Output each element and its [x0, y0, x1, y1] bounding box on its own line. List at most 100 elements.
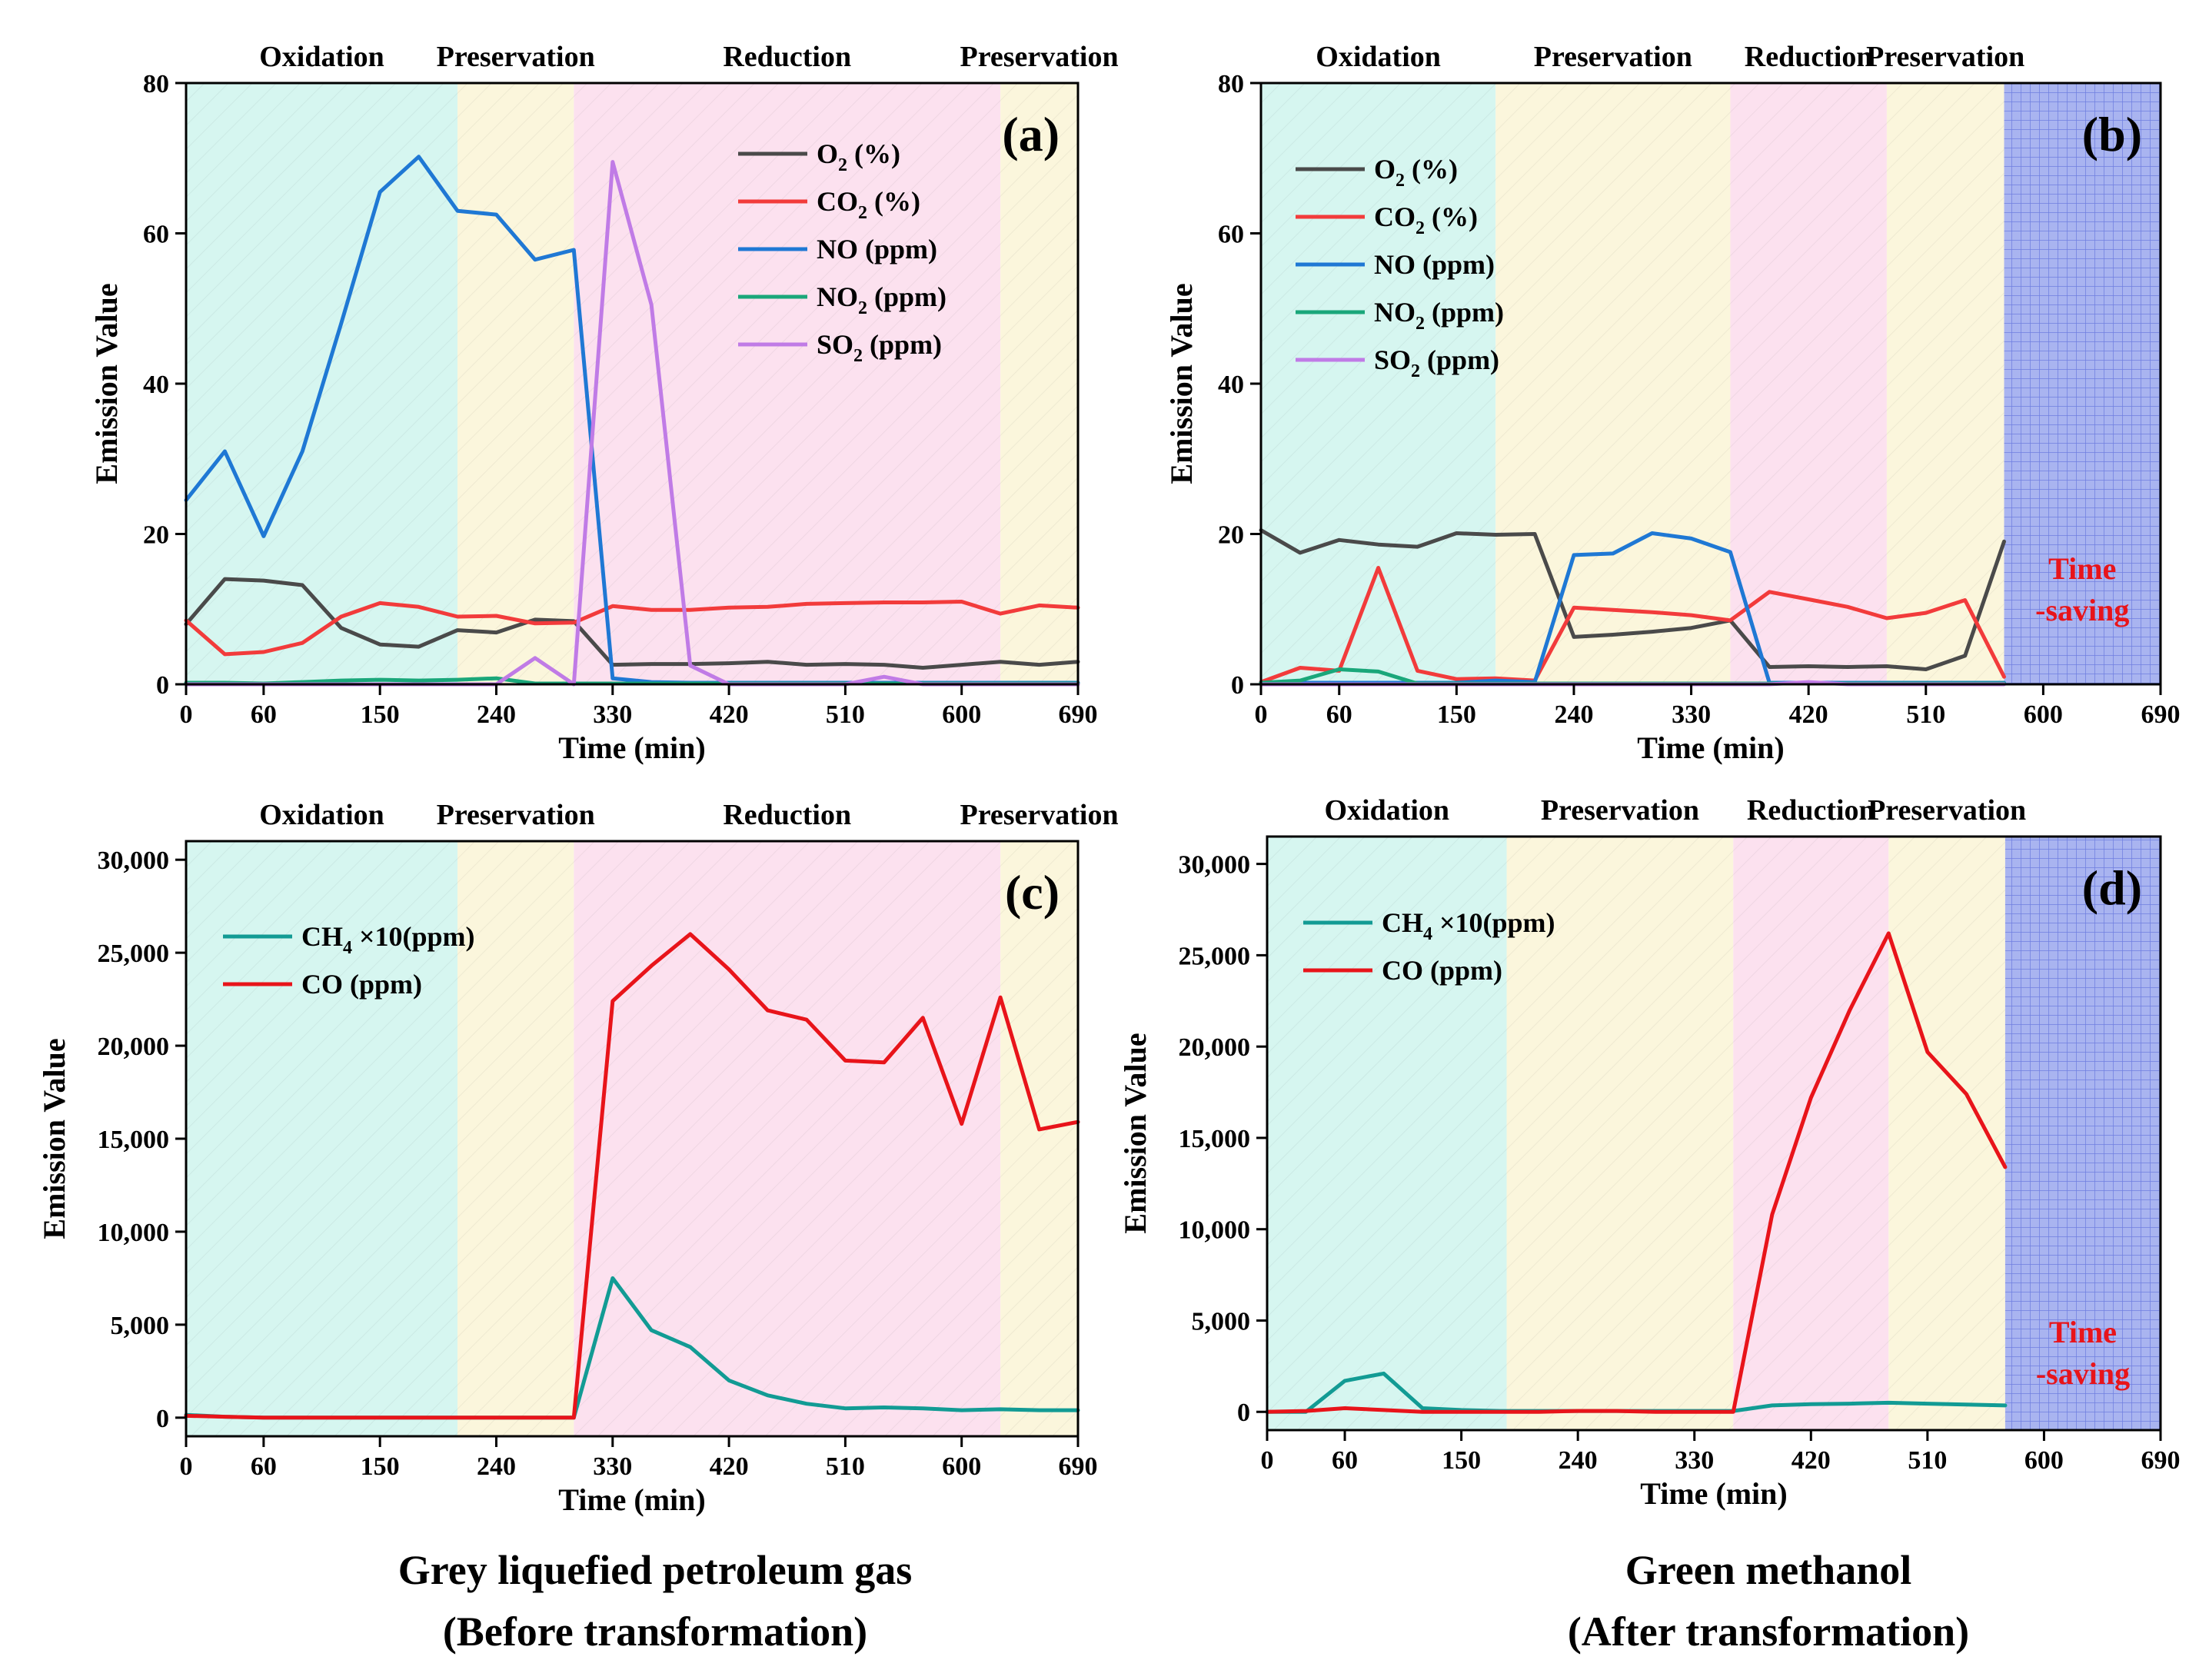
y-tick-label: 10,000 — [1179, 1216, 1251, 1245]
x-tick-label: 330 — [1672, 700, 1711, 729]
y-tick-label: 80 — [143, 70, 169, 98]
legend-label-co: CO (ppm) — [1382, 955, 1502, 986]
y-tick-label: 15,000 — [98, 1126, 170, 1154]
x-tick-label: 690 — [1059, 700, 1098, 729]
x-tick-label: 600 — [942, 700, 981, 729]
series-line-co — [184, 932, 1080, 1420]
y-tick-label: 0 — [156, 671, 169, 700]
phase-label-preservation: Preservation — [1868, 794, 2026, 827]
x-tick-label: 330 — [1675, 1446, 1714, 1475]
phase-hatch — [457, 841, 574, 1436]
time-saving-label-line2: -saving — [2035, 593, 2129, 627]
phase-label-preservation: Preservation — [960, 41, 1119, 73]
y-tick-label: 30,000 — [98, 847, 170, 875]
x-tick-label: 330 — [593, 1452, 632, 1481]
x-tick-label: 240 — [1554, 700, 1593, 729]
series-line-co2 — [1259, 566, 2006, 684]
panel-label: (a) — [1002, 107, 1060, 161]
phase-label-preservation: Preservation — [960, 799, 1119, 831]
phase-hatch — [1733, 837, 1889, 1430]
x-tick-label: 150 — [361, 700, 400, 729]
x-tick-label: 60 — [251, 1452, 277, 1481]
y-tick-label: 40 — [1218, 371, 1244, 399]
y-tick-label: 25,000 — [1179, 942, 1251, 970]
x-tick-label: 690 — [2141, 700, 2181, 729]
y-tick-label: 20,000 — [98, 1033, 170, 1061]
panel-c-chart: Oxidation Preservation Reduction Preservati… — [37, 799, 1119, 1517]
time-saving-label-line2: -saving — [2036, 1356, 2130, 1391]
x-tick-label: 690 — [2141, 1446, 2181, 1475]
x-tick-label: 420 — [1791, 1446, 1831, 1475]
legend-label-no2: NO2 (ppm) — [1374, 297, 1504, 334]
panel-label: (b) — [2082, 107, 2142, 161]
y-tick-label: 20 — [143, 521, 169, 550]
y-tick-label: 0 — [156, 1405, 169, 1433]
y-tick-label: 0 — [1237, 1399, 1250, 1427]
x-tick-label: 150 — [1437, 700, 1476, 729]
x-axis-title: Time (min) — [1637, 730, 1784, 765]
series-line-o2 — [1259, 528, 2006, 671]
legend-label-o2: O2 (%) — [817, 138, 900, 175]
x-tick-label: 0 — [1261, 1446, 1274, 1475]
x-tick-label: 240 — [477, 1452, 516, 1481]
phase-label-reduction: Reduction — [1745, 41, 1873, 73]
legend-label-no2: NO2 (ppm) — [817, 281, 946, 318]
series-line-co — [1265, 931, 2008, 1414]
phase-label-reduction: Reduction — [723, 799, 851, 831]
y-tick-label: 60 — [1218, 221, 1244, 249]
y-axis-title: Emission Value — [37, 1038, 72, 1239]
phase-hatch — [1730, 83, 1887, 684]
phase-label-oxidation: Oxidation — [259, 799, 384, 831]
phase-hatch — [1267, 837, 1507, 1430]
phase-hatch — [1886, 83, 2004, 684]
phase-hatch — [574, 841, 1001, 1436]
x-tick-label: 600 — [2024, 700, 2063, 729]
x-axis-title: Time (min) — [1640, 1476, 1787, 1511]
y-tick-label: 5,000 — [1192, 1307, 1251, 1336]
x-tick-label: 600 — [2024, 1446, 2064, 1475]
y-tick-label: 10,000 — [98, 1219, 170, 1247]
y-tick-label: 5,000 — [111, 1312, 170, 1340]
y-axis-title: Emission Value — [1164, 283, 1199, 484]
y-tick-label: 80 — [1218, 70, 1244, 98]
x-tick-label: 690 — [1059, 1452, 1098, 1481]
y-tick-label: 15,000 — [1179, 1125, 1251, 1153]
legend-label-so2: SO2 (ppm) — [1374, 344, 1499, 381]
y-axis-title: Emission Value — [1118, 1033, 1153, 1233]
plot-frame — [1266, 835, 2162, 1432]
y-tick-label: 20 — [1218, 521, 1244, 550]
x-tick-label: 420 — [710, 1452, 749, 1481]
x-tick-label: 600 — [942, 1452, 981, 1481]
phase-label-preservation: Preservation — [437, 799, 595, 831]
caption-right-line1: Green methanol — [1625, 1547, 1911, 1593]
y-tick-label: 25,000 — [98, 940, 170, 968]
x-tick-label: 0 — [180, 700, 193, 729]
caption-right-line2: (After transformation) — [1568, 1608, 1969, 1655]
phase-hatch — [186, 841, 458, 1436]
phase-label-preservation: Preservation — [1866, 41, 2024, 73]
x-tick-label: 510 — [1908, 1446, 1947, 1475]
panel-label: (d) — [2082, 860, 2142, 915]
x-axis-title: Time (min) — [558, 730, 705, 765]
legend-label-so2: SO2 (ppm) — [817, 329, 942, 366]
phase-hatch — [1000, 841, 1078, 1436]
phase-label-preservation: Preservation — [1534, 41, 1692, 73]
legend-label-no: NO (ppm) — [817, 234, 937, 264]
x-tick-label: 150 — [361, 1452, 400, 1481]
x-tick-label: 240 — [1559, 1446, 1598, 1475]
x-tick-label: 330 — [593, 700, 632, 729]
legend-label-ch4: CH4 ×10(ppm) — [1382, 907, 1555, 944]
x-tick-label: 510 — [826, 700, 865, 729]
legend-label-o2: O2 (%) — [1374, 154, 1458, 191]
y-tick-label: 60 — [143, 221, 169, 249]
phase-hatch — [1261, 83, 1496, 684]
legend-label-no: NO (ppm) — [1374, 249, 1495, 280]
y-tick-label: 20,000 — [1179, 1033, 1251, 1062]
phase-label-reduction: Reduction — [1747, 794, 1875, 827]
caption-left-line1: Grey liquefied petroleum gas — [398, 1547, 912, 1593]
phase-hatch — [574, 83, 1001, 684]
x-tick-label: 60 — [251, 700, 277, 729]
series-line-co2 — [184, 600, 1080, 657]
legend-label-co2: CO2 (%) — [817, 186, 920, 223]
time-saving-label-line1: Time — [2048, 551, 2116, 586]
